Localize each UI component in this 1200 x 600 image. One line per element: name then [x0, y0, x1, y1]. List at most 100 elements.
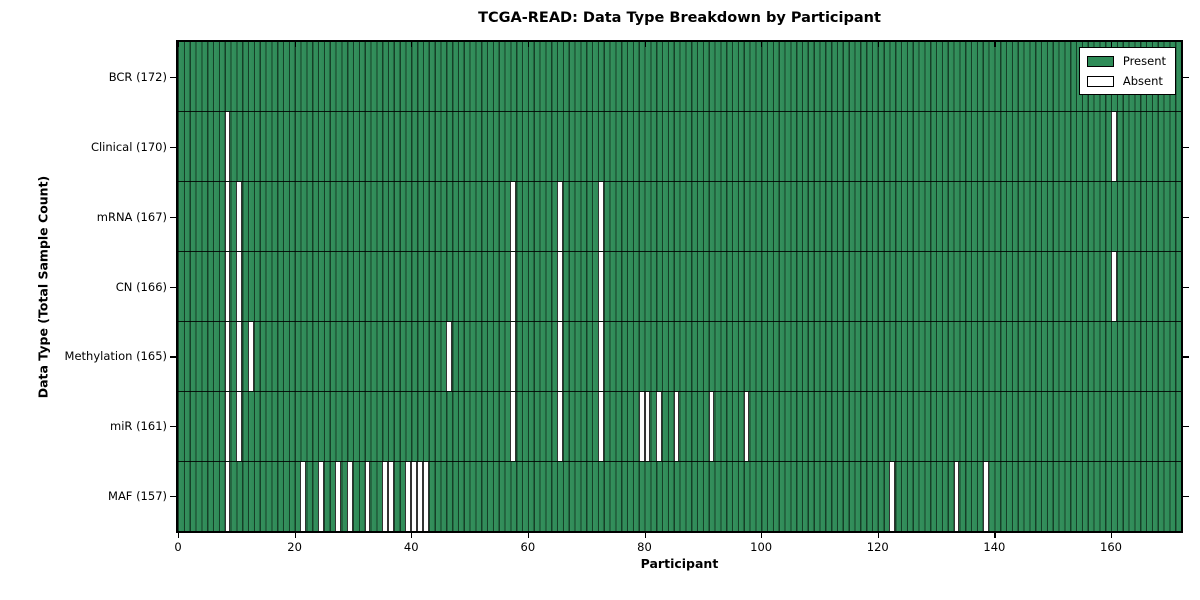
absent-cell: [510, 322, 517, 391]
legend-swatch-present: [1086, 55, 1114, 67]
absent-cell: [597, 252, 604, 321]
absent-cell: [597, 182, 604, 251]
datatype-row-maf: [178, 462, 1181, 531]
y-tick-mark-right: [1183, 76, 1189, 79]
x-tick-label: 140: [983, 540, 1006, 554]
y-tick-mark: [170, 216, 176, 218]
y-axis-label: Data Type (Total Sample Count): [35, 175, 51, 399]
absent-cell: [387, 462, 394, 531]
x-tick-mark-top: [411, 42, 413, 47]
y-tick-label-mrna: mRNA (167): [96, 209, 167, 224]
absent-cell: [597, 392, 604, 461]
x-tick-mark: [527, 533, 530, 538]
x-tick-mark: [294, 533, 296, 538]
y-tick-mark: [170, 286, 176, 288]
absent-cell: [557, 182, 563, 251]
y-tick-mark-right: [1183, 146, 1189, 148]
y-tick-mark-right: [1183, 496, 1189, 498]
absent-cell: [236, 322, 243, 391]
datatype-row-bcr: [178, 42, 1181, 112]
x-tick-label: 0: [174, 540, 182, 554]
x-tick-mark-top: [178, 42, 180, 47]
absent-cell: [557, 252, 563, 321]
absent-cell: [405, 462, 412, 531]
x-tick-mark-top: [294, 42, 296, 47]
absent-cell: [889, 462, 896, 531]
absent-cell: [411, 462, 418, 531]
y-tick-mark: [170, 426, 176, 428]
absent-cell: [417, 462, 423, 531]
absent-cell: [317, 462, 324, 531]
absent-cell: [644, 392, 651, 461]
absent-cell: [638, 392, 645, 461]
y-tick-label-clinical: Clinical (170): [90, 139, 167, 154]
absent-cell: [247, 322, 254, 391]
data-type-rows: [178, 42, 1181, 531]
y-tick-mark: [170, 146, 176, 148]
legend-item-present: Present: [1086, 54, 1166, 68]
y-tick-mark-right: [1183, 356, 1189, 358]
absent-cell: [224, 462, 231, 531]
absent-cell: [335, 462, 342, 531]
legend-swatch-absent: [1086, 75, 1114, 87]
y-tick-label-maf: MAF (157): [108, 489, 167, 504]
absent-cell: [422, 462, 429, 531]
legend-item-absent: Absent: [1086, 74, 1166, 88]
datatype-row-methylation: [178, 322, 1181, 392]
x-tick-label: 120: [866, 540, 889, 554]
absent-cell: [446, 322, 453, 391]
absent-cell: [236, 182, 243, 251]
absent-cell: [953, 462, 960, 531]
y-tick-mark-right: [1183, 216, 1189, 218]
legend: Present Absent: [1078, 47, 1176, 95]
absent-cell: [224, 112, 231, 181]
absent-cell: [708, 392, 715, 461]
absent-cell: [597, 322, 604, 391]
x-tick-label: 20: [287, 540, 302, 554]
absent-cell: [224, 322, 231, 391]
x-tick-mark-top: [877, 42, 879, 47]
absent-cell: [382, 462, 388, 531]
absent-cell: [364, 462, 371, 531]
x-tick-mark-top: [527, 42, 530, 47]
x-tick-mark: [178, 533, 180, 538]
absent-cell: [224, 392, 231, 461]
chart-title: TCGA-READ: Data Type Breakdown by Partic…: [478, 10, 881, 26]
absent-cell: [656, 392, 662, 461]
absent-cell: [224, 252, 231, 321]
datatype-row-mir: [178, 392, 1181, 462]
x-tick-label: 60: [520, 540, 536, 554]
absent-cell: [510, 392, 517, 461]
x-tick-mark: [994, 533, 996, 538]
absent-cell: [300, 462, 307, 531]
y-tick-label-mir: miR (161): [110, 419, 167, 434]
datatype-row-cn: [178, 252, 1181, 322]
x-tick-mark: [1111, 533, 1113, 538]
x-tick-label: 100: [750, 540, 773, 554]
absent-cell: [224, 182, 231, 251]
legend-label-present: Present: [1122, 54, 1166, 68]
absent-cell: [510, 252, 517, 321]
y-tick-mark: [170, 76, 176, 79]
x-tick-mark-top: [994, 42, 996, 47]
datatype-row-clinical: [178, 112, 1181, 182]
absent-cell: [557, 322, 563, 391]
absent-cell: [236, 392, 243, 461]
y-tick-mark-right: [1183, 286, 1189, 288]
absent-cell: [1111, 112, 1117, 181]
absent-cell: [982, 462, 989, 531]
x-tick-label: 40: [403, 540, 419, 554]
absent-cell: [1111, 252, 1117, 321]
y-tick-label-cn: CN (166): [115, 279, 167, 294]
absent-cell: [557, 392, 563, 461]
x-tick-mark: [877, 533, 879, 538]
x-tick-label: 80: [637, 540, 652, 554]
x-tick-mark: [761, 533, 763, 538]
y-tick-mark: [170, 356, 176, 358]
absent-cell: [236, 252, 243, 321]
datatype-row-mrna: [178, 182, 1181, 252]
absent-cell: [510, 182, 517, 251]
x-tick-mark-top: [761, 42, 763, 47]
x-tick-mark-top: [1111, 42, 1113, 47]
y-tick-mark-right: [1183, 426, 1189, 428]
